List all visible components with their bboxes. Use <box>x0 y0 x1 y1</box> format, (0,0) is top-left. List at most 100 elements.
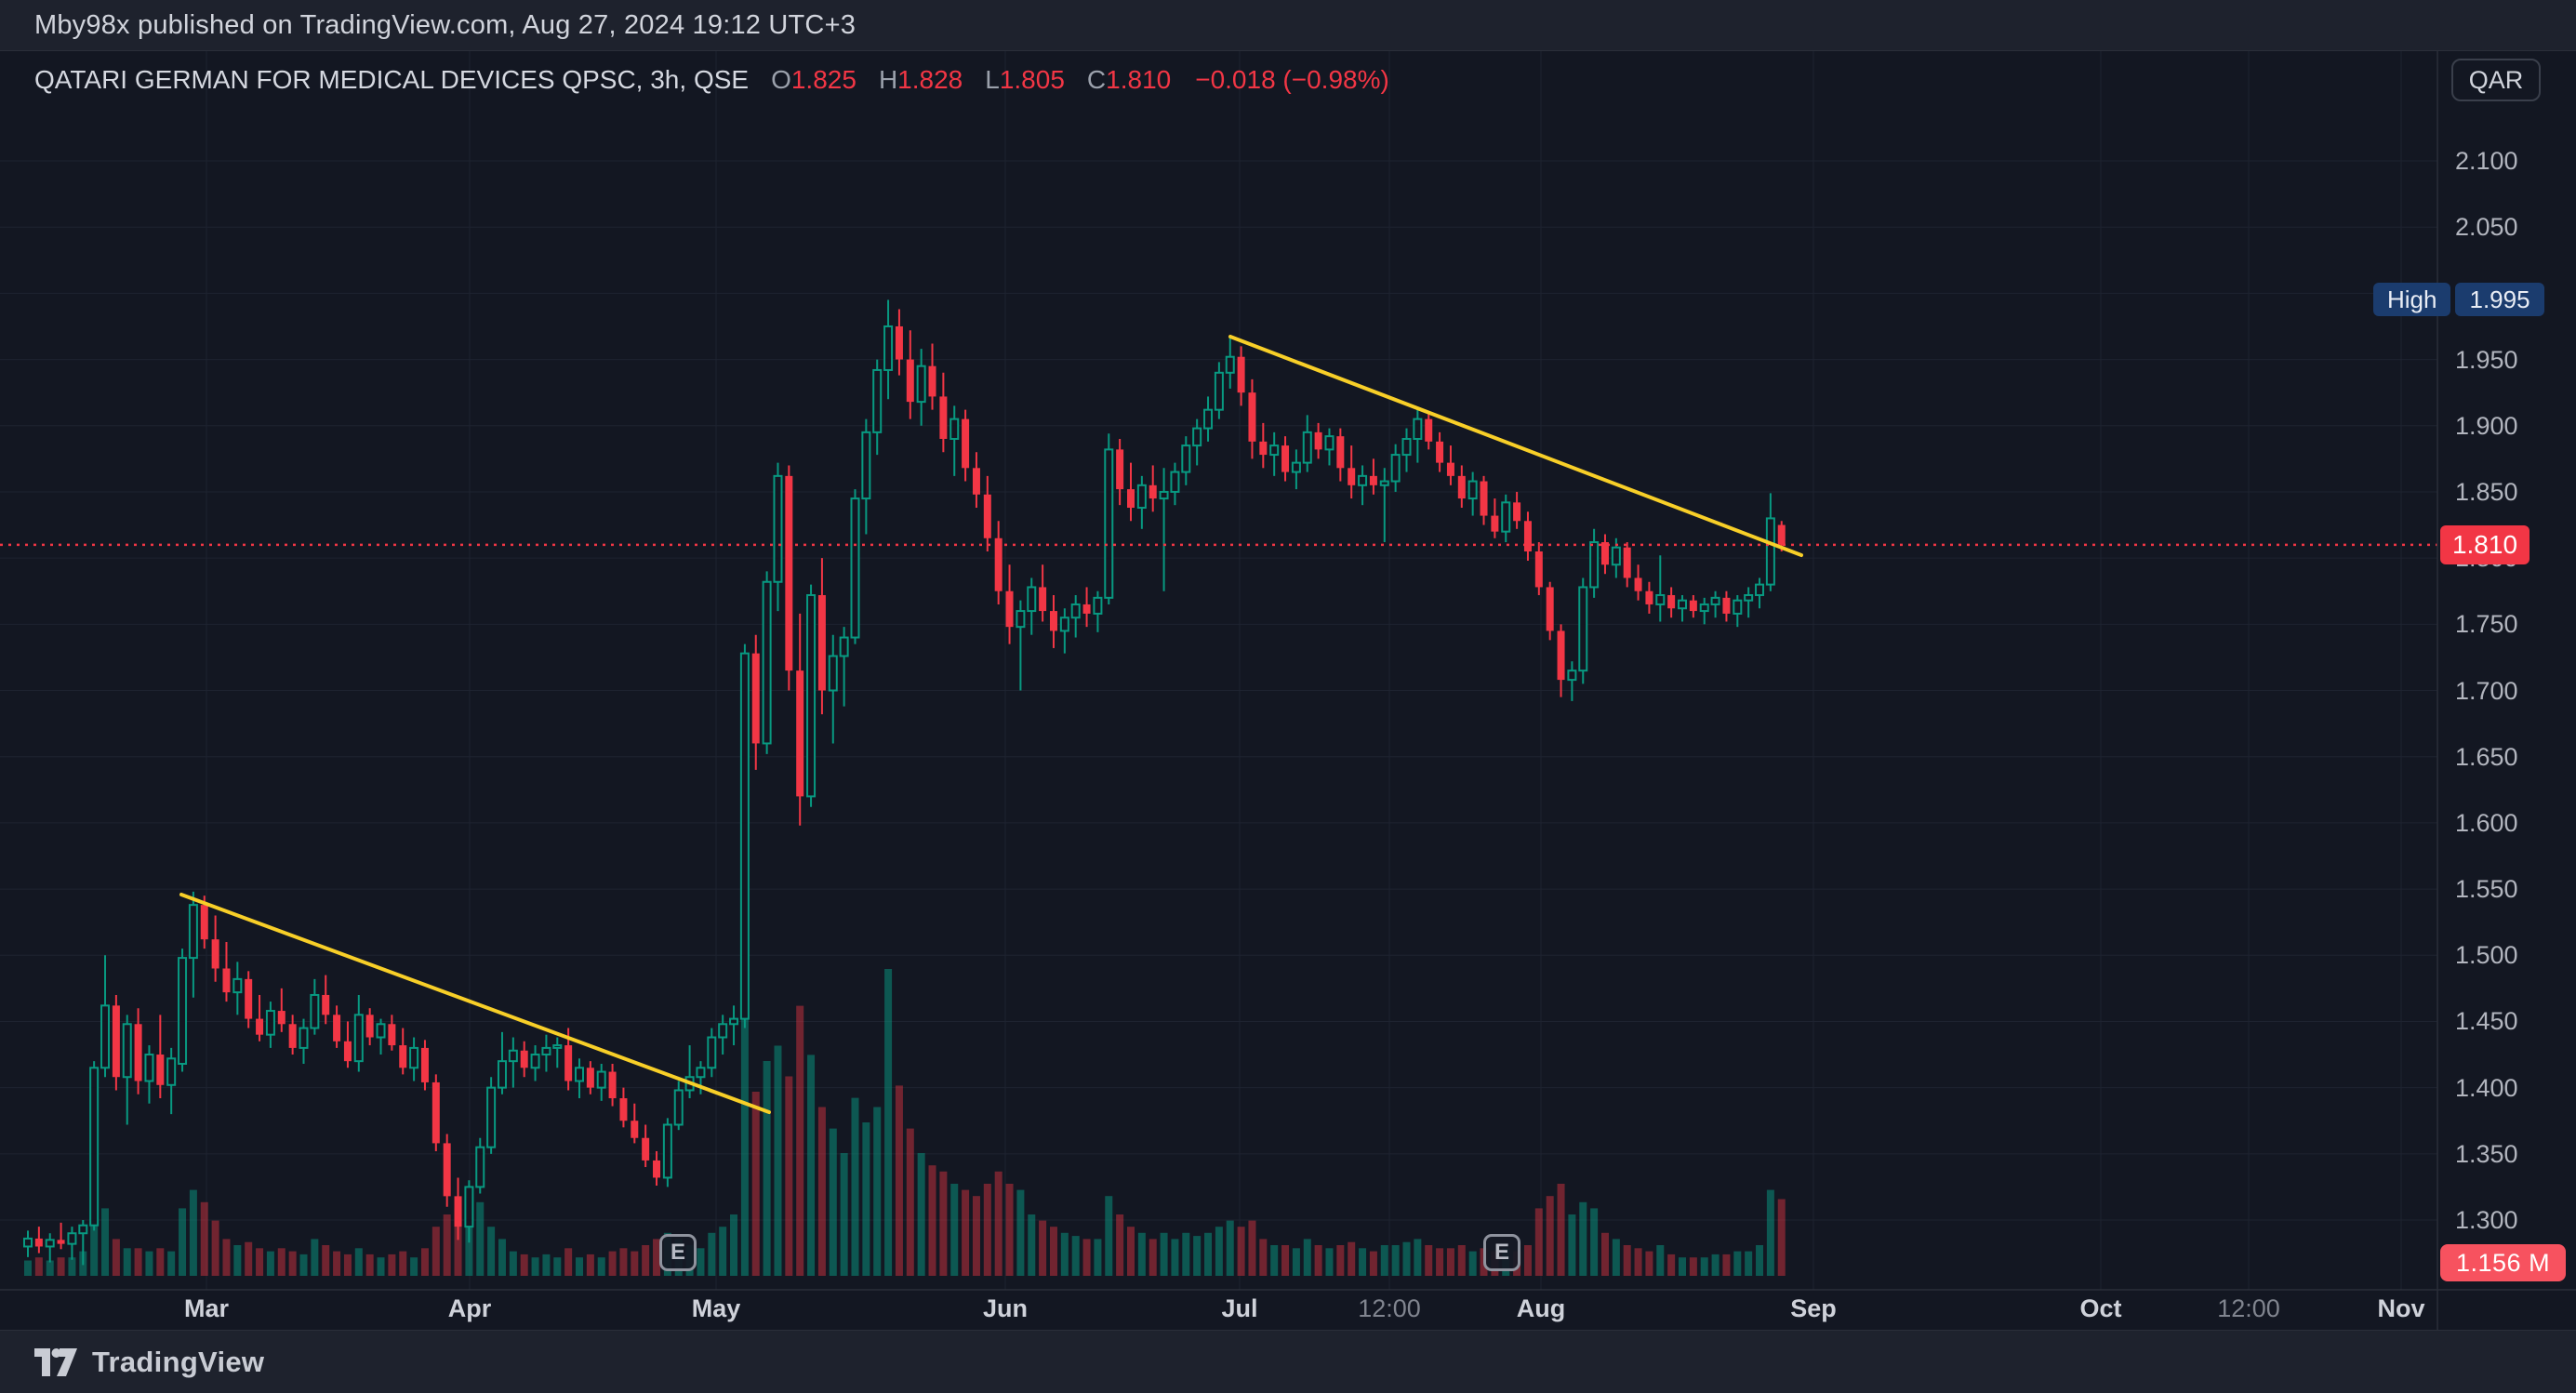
volume-bar <box>1623 1245 1631 1276</box>
volume-bar <box>1082 1239 1091 1276</box>
candle-down <box>1446 462 1454 476</box>
price-axis-label: 1.350 <box>2455 1139 2518 1168</box>
volume-bar <box>631 1251 639 1276</box>
candle-down <box>1049 611 1057 631</box>
volume-bar <box>531 1257 539 1276</box>
candle-up <box>575 1067 584 1082</box>
candle-up <box>1379 480 1389 486</box>
candle-down <box>1689 600 1697 612</box>
volume-bar <box>1425 1245 1433 1276</box>
candle-up <box>1611 546 1621 566</box>
volume-bar <box>1722 1254 1731 1276</box>
price-axis-label: 1.600 <box>2455 808 2518 837</box>
volume-bar <box>299 1254 308 1276</box>
price-axis-label: 1.500 <box>2455 941 2518 970</box>
footer-bar: TradingView <box>0 1330 2576 1393</box>
candle-up <box>1501 501 1511 533</box>
volume-bar <box>343 1254 352 1276</box>
candle-down <box>388 1024 396 1046</box>
price-axis-label: 1.400 <box>2455 1073 2518 1102</box>
candle-down <box>343 1041 352 1062</box>
candle-down <box>1348 468 1356 485</box>
time-axis-label: Oct <box>2079 1294 2122 1322</box>
volume-bar <box>365 1254 374 1276</box>
trendline-1[interactable] <box>179 893 771 1114</box>
volume-bar <box>57 1257 65 1276</box>
candle-down <box>34 1238 43 1247</box>
candle-up <box>310 993 320 1029</box>
candle-up <box>464 1186 474 1228</box>
volume-bar <box>1579 1201 1587 1276</box>
volume-bar <box>520 1254 528 1276</box>
volume-bar <box>1016 1189 1025 1276</box>
candle-up <box>1710 596 1720 605</box>
volume-bar <box>1679 1257 1686 1276</box>
candle-down <box>256 1018 264 1035</box>
candle-down <box>1248 392 1256 442</box>
price-axis-label: 1.950 <box>2455 345 2518 374</box>
candle-down <box>1557 630 1565 681</box>
volume-bar <box>1336 1245 1345 1276</box>
tradingview-wordmark[interactable]: TradingView <box>92 1345 265 1378</box>
candle-up <box>718 1023 728 1039</box>
volume-bar <box>740 1015 749 1276</box>
volume-bar <box>179 1208 187 1276</box>
volume-bar <box>34 1257 43 1276</box>
volume-bar <box>311 1239 319 1276</box>
volume-bar <box>1414 1239 1422 1276</box>
candle-down <box>1336 436 1345 469</box>
volume-bar <box>1292 1248 1300 1276</box>
symbol-legend[interactable]: QATARI GERMAN FOR MEDICAL DEVICES QPSC, … <box>34 65 1389 95</box>
candle-down <box>1634 577 1642 591</box>
earnings-marker-icon[interactable]: E <box>659 1234 697 1271</box>
tradingview-logo-icon[interactable] <box>34 1347 77 1378</box>
candle-up <box>89 1067 100 1227</box>
volume-bar <box>763 1061 771 1276</box>
volume-bar <box>972 1196 980 1276</box>
candle-up <box>1467 480 1478 500</box>
candle-up <box>1413 418 1423 440</box>
candle-up <box>497 1060 507 1089</box>
symbol-title: QATARI GERMAN FOR MEDICAL DEVICES QPSC, … <box>34 65 750 94</box>
volume-bar <box>288 1251 297 1276</box>
volume-bar <box>1259 1239 1268 1276</box>
candle-up <box>552 1044 563 1049</box>
currency-button[interactable]: QAR <box>2451 59 2541 101</box>
price-axis-label: 1.850 <box>2455 477 2518 506</box>
candle-up <box>1358 474 1368 486</box>
candle-up <box>1016 610 1026 629</box>
volume-bar <box>719 1227 727 1276</box>
volume-bar <box>509 1251 517 1276</box>
volume-bar <box>1546 1196 1554 1276</box>
candle-up <box>508 1049 518 1063</box>
volume-bar <box>1116 1214 1124 1276</box>
volume-bar <box>24 1260 32 1276</box>
candle-up <box>486 1086 497 1148</box>
candle-down <box>1480 481 1488 516</box>
publish-caption: Mby98x published on TradingView.com, Aug… <box>34 9 856 40</box>
volume-bar <box>840 1153 848 1276</box>
candle-up <box>872 368 883 433</box>
volume-bar <box>1391 1245 1400 1276</box>
candle-down <box>972 468 980 495</box>
price-axis-label: 2.050 <box>2455 213 2518 242</box>
chart-canvas[interactable] <box>0 51 2576 1330</box>
volume-bar <box>354 1248 363 1276</box>
volume-bar <box>751 1092 760 1276</box>
volume-bar <box>917 1153 925 1276</box>
candle-up <box>1744 593 1754 602</box>
volume-bar <box>1215 1227 1223 1276</box>
candle-up <box>100 1004 111 1069</box>
candle-up <box>1070 603 1081 619</box>
volume-bar <box>653 1239 661 1276</box>
volume-bar <box>189 1189 197 1276</box>
candle-down <box>333 1015 341 1041</box>
candle-down <box>586 1068 594 1088</box>
candle-up <box>1401 437 1412 457</box>
high-badge-value: 1.995 <box>2455 283 2544 317</box>
candle-up <box>530 1054 540 1069</box>
candle-down <box>454 1196 462 1227</box>
trendline-2[interactable] <box>1228 335 1803 557</box>
earnings-marker-icon[interactable]: E <box>1483 1234 1520 1271</box>
volume-bar <box>1590 1208 1599 1276</box>
